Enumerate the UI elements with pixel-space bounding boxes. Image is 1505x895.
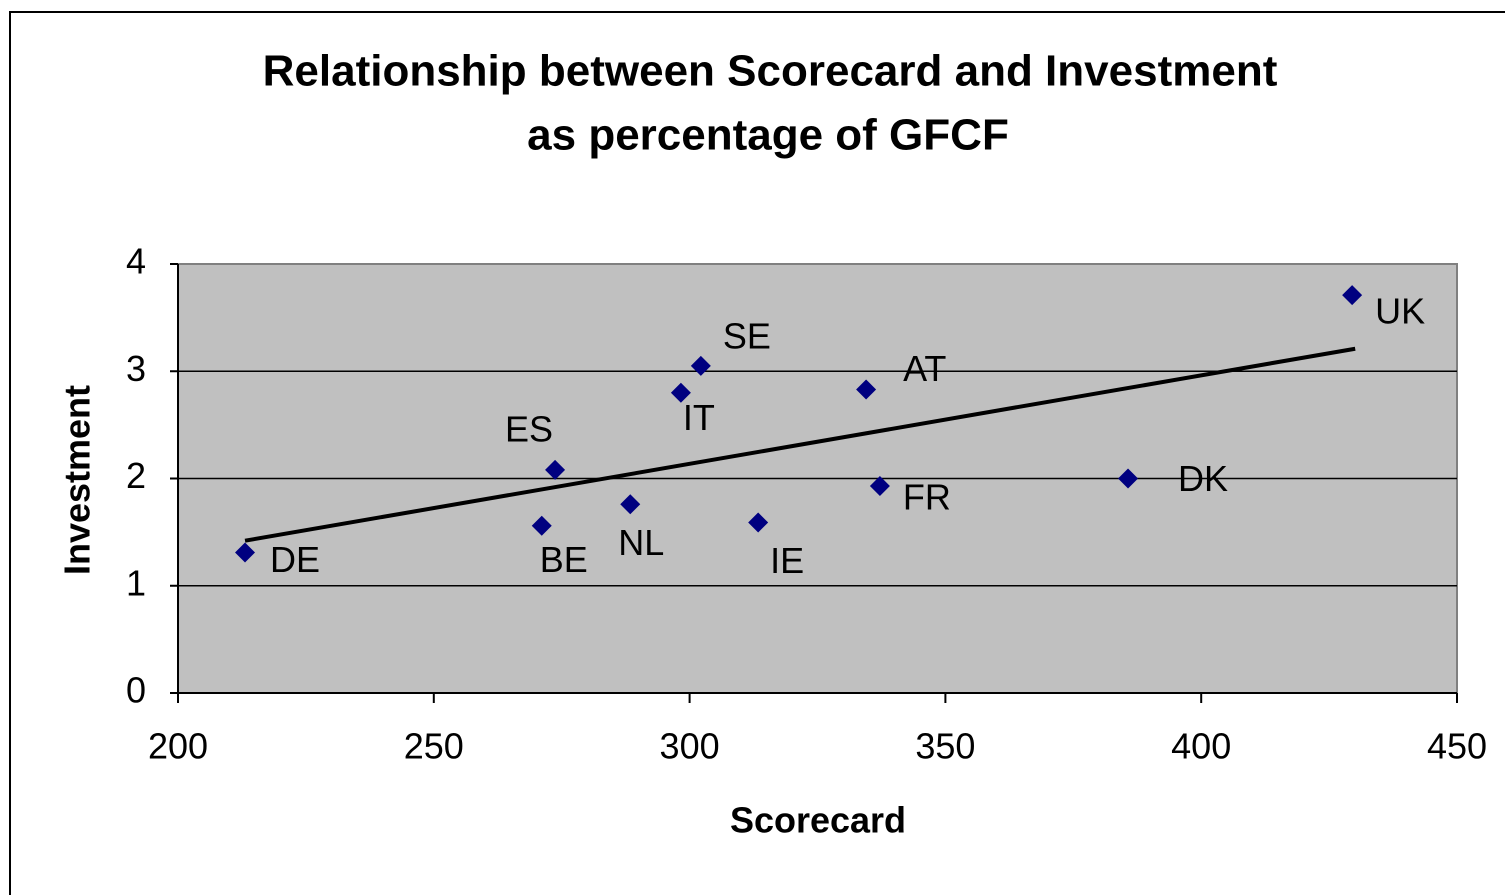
- y-tick-label: 3: [126, 348, 146, 389]
- trendline: [244, 346, 1356, 543]
- point: [690, 355, 711, 376]
- y-tick-label: 4: [126, 241, 146, 282]
- y-tick-label: 2: [126, 455, 146, 496]
- point: [1118, 468, 1139, 489]
- chart-title: Relationship between Scorecard and Inves…: [263, 47, 1278, 96]
- point: [856, 379, 877, 400]
- x-tick-label: 450: [1427, 726, 1487, 767]
- point-label: FR: [903, 477, 951, 518]
- y-tick-label: 0: [126, 670, 146, 711]
- point: [748, 512, 769, 533]
- x-tick-label: 250: [404, 726, 464, 767]
- point-label: DK: [1178, 458, 1228, 499]
- point: [531, 515, 552, 536]
- point-label: NL: [618, 522, 664, 563]
- point-label: BE: [540, 539, 588, 580]
- point-label: UK: [1375, 291, 1425, 332]
- x-tick-label: 200: [148, 726, 208, 767]
- point-label: IT: [683, 397, 715, 438]
- point: [670, 382, 691, 403]
- point-label: IE: [770, 540, 804, 581]
- point-label: DE: [270, 539, 320, 580]
- point: [545, 459, 566, 480]
- point: [620, 494, 641, 515]
- x-tick-label: 300: [660, 726, 720, 767]
- point: [869, 476, 890, 497]
- point: [235, 542, 256, 563]
- y-axis-label: Investment: [57, 385, 98, 575]
- point-label: SE: [723, 315, 771, 356]
- x-tick-label: 400: [1171, 726, 1231, 767]
- point-label: AT: [903, 348, 946, 389]
- point-label: ES: [505, 408, 553, 449]
- x-axis-label: Scorecard: [730, 800, 906, 841]
- chart-title: as percentage of GFCF: [527, 111, 1009, 160]
- y-tick-label: 1: [126, 562, 146, 603]
- x-tick-label: 350: [915, 726, 975, 767]
- point: [1342, 285, 1363, 306]
